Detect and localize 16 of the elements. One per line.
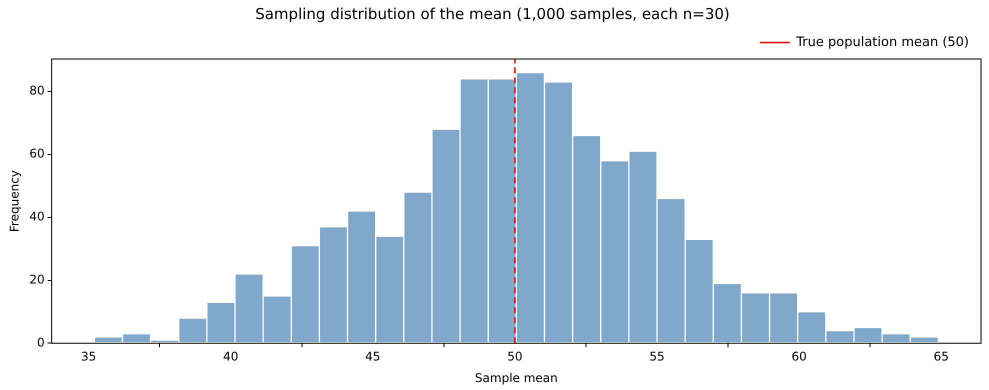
legend-label: True population mean (50)	[795, 34, 970, 50]
x-axis-title: Sample mean	[474, 370, 558, 385]
y-tick-label: 80	[29, 84, 45, 98]
y-tick-label: 0	[37, 335, 45, 350]
x-tick-label: 35	[80, 350, 96, 364]
y-tick-label: 20	[29, 272, 45, 286]
y-axis-title: Frequency	[7, 170, 22, 232]
x-tick-label: 40	[223, 350, 238, 364]
x-tick-label: 60	[791, 350, 807, 364]
chart-title: Sampling distribution of the mean (1,000 samples, each n=30)	[255, 4, 730, 23]
x-tick-label: 45	[365, 350, 380, 364]
x-tick-label: 50	[507, 350, 523, 364]
y-tick-label: 40	[29, 209, 45, 224]
x-tick-label: 65	[934, 350, 949, 364]
y-tick-label: 60	[29, 146, 45, 160]
x-tick-label: 55	[649, 350, 665, 364]
